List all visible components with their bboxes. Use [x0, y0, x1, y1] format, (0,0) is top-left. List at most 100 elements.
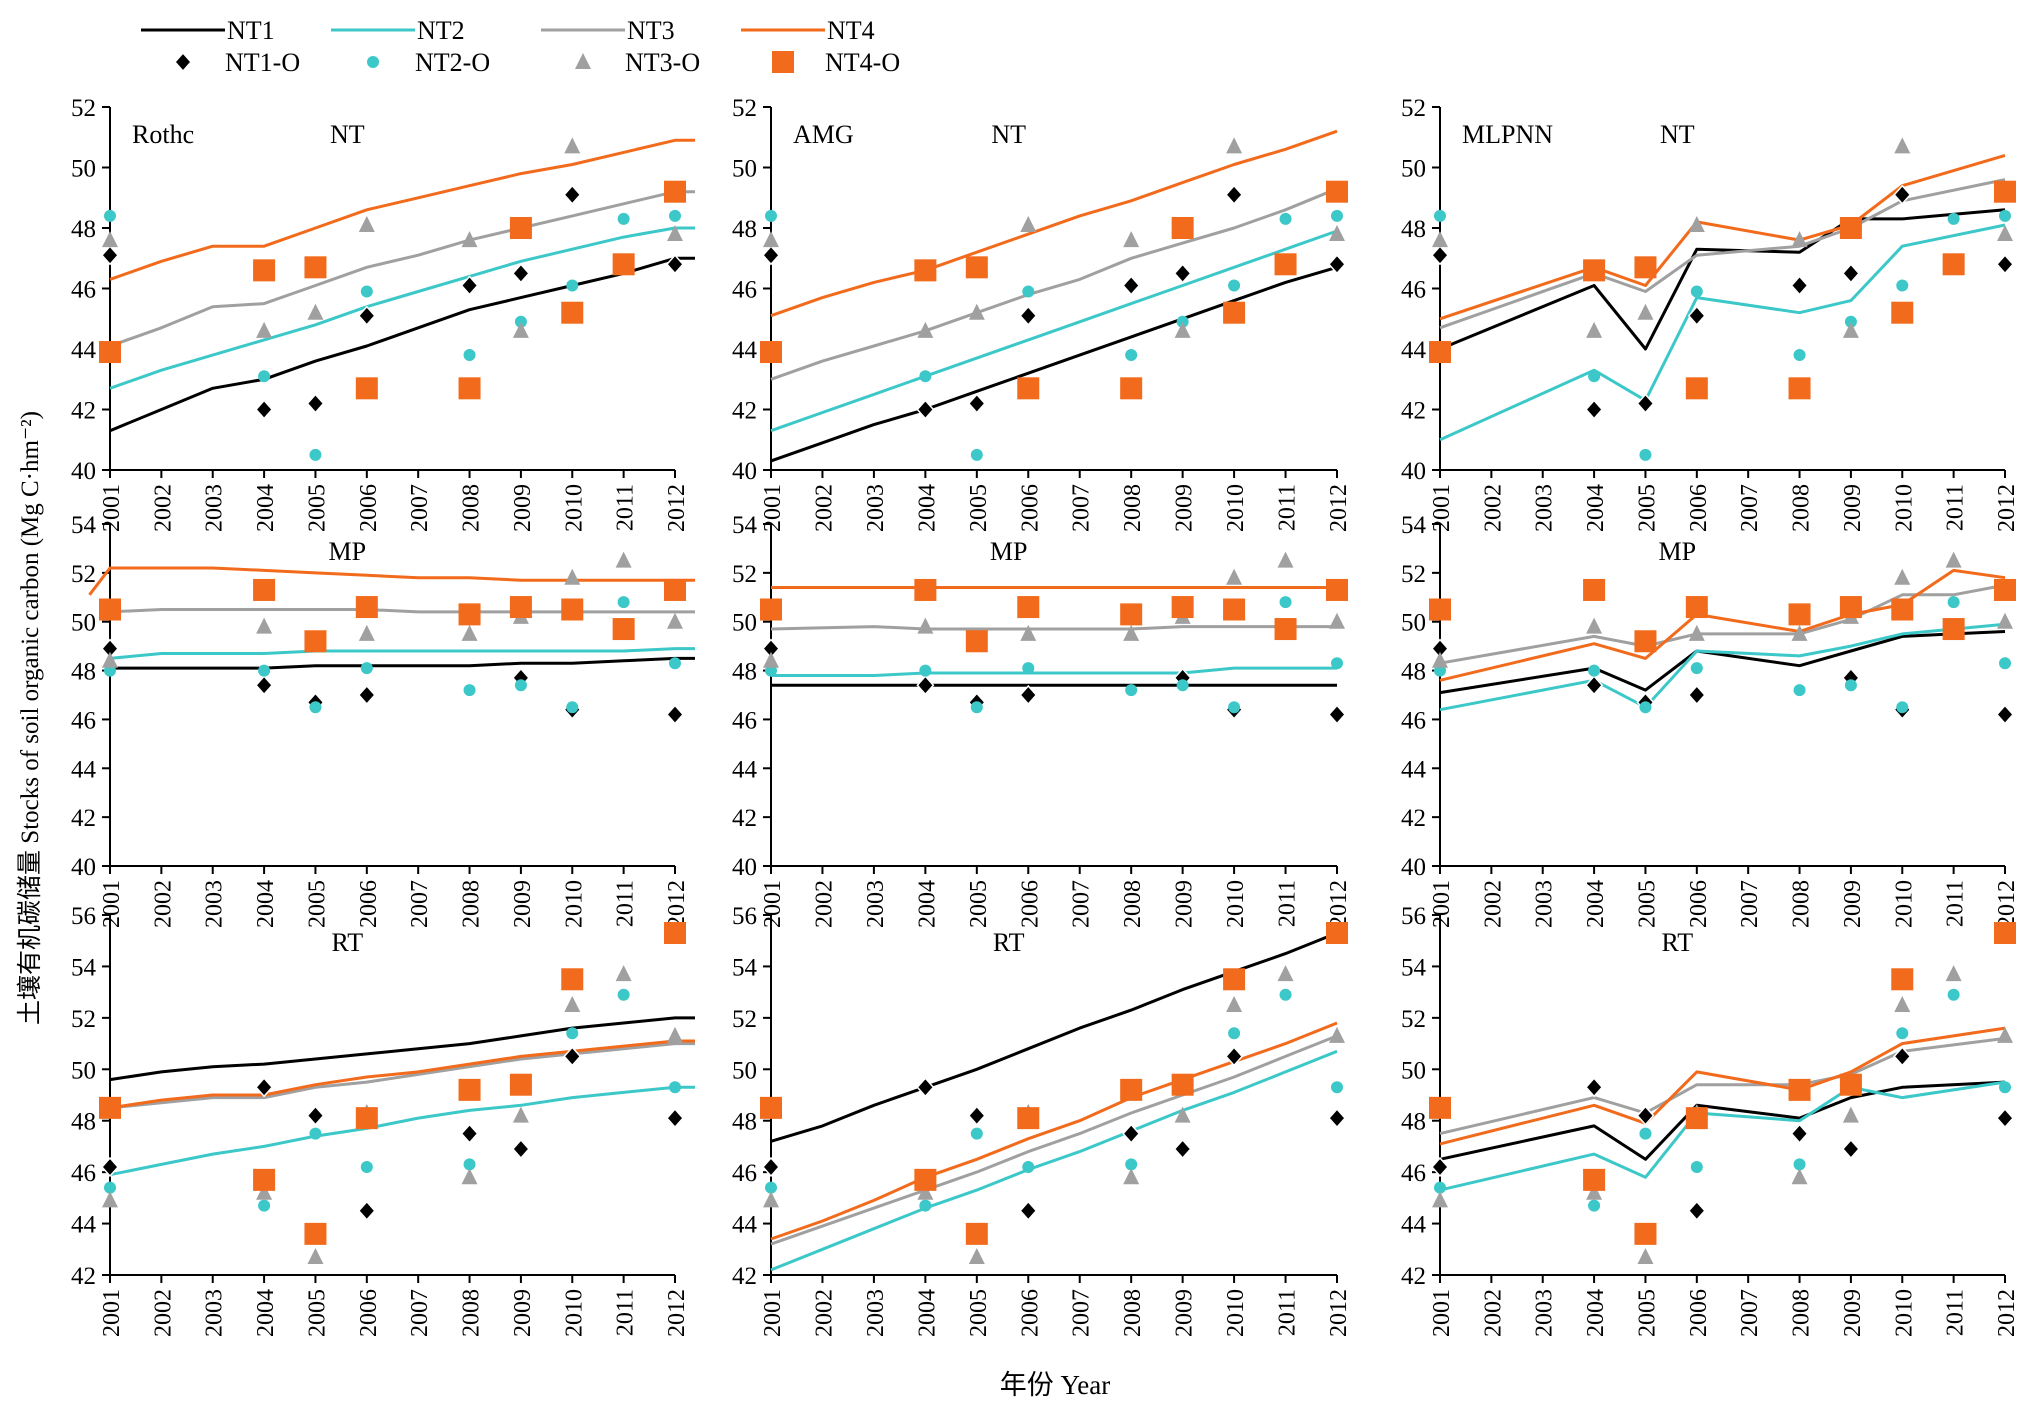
obs-point-nt1-o	[1122, 275, 1141, 296]
legend-item-nt1: NT1	[141, 16, 275, 45]
x-tick-label: 2004	[914, 1289, 940, 1337]
obs-point-nt3-o	[917, 321, 934, 338]
x-tick-label: 2012	[1326, 880, 1352, 928]
obs-point-nt1-o	[665, 254, 685, 275]
obs-point-nt3-o	[763, 651, 779, 668]
obs-point-nt2-o	[1279, 988, 1292, 1001]
y-tick-label: 48	[1401, 216, 1426, 243]
obs-point-nt4-o	[664, 922, 686, 944]
obs-point-nt3-o	[256, 1183, 273, 1200]
obs-point-nt4-o	[1994, 578, 2016, 601]
obs-point-nt3-o	[968, 303, 985, 320]
treatment-label: RT	[331, 928, 363, 957]
x-tick-label: 2012	[1326, 1289, 1352, 1337]
series-line-nt3	[109, 190, 695, 348]
legend: NT1 NT2 NT3 NT4 NT1-O NT2-O NT3-O NT4-O	[141, 16, 900, 77]
obs-point-nt3-o	[1791, 1168, 1808, 1185]
legend-label: NT4	[827, 16, 875, 45]
obs-point-nt2-o	[1022, 285, 1035, 298]
series-line-nt2	[771, 666, 1337, 677]
obs-point-nt3-o	[1020, 215, 1037, 232]
y-tick-label: 52	[1401, 95, 1426, 122]
obs-point-nt3-o	[1432, 1191, 1448, 1208]
obs-point-nt3-o	[1586, 321, 1603, 338]
obs-point-nt1-o	[1122, 1123, 1141, 1144]
obs-point-nt2-o	[1690, 285, 1703, 298]
legend-label: NT3	[627, 16, 675, 45]
x-tick-label: 2003	[863, 880, 889, 928]
obs-point-nt1-o	[255, 675, 274, 696]
y-tick-label: 46	[732, 1160, 757, 1187]
obs-point-nt2-o	[1125, 349, 1138, 362]
obs-point-nt4-o	[1685, 596, 1708, 619]
obs-point-nt2-o	[1176, 679, 1189, 692]
legend-item-nt1-o: NT1-O	[173, 48, 300, 77]
obs-point-nt1-o	[967, 393, 986, 414]
x-tick-label: 2012	[1326, 484, 1352, 532]
x-tick-label: 2002	[1480, 1289, 1506, 1337]
obs-point-nt1-o	[1995, 254, 2015, 275]
obs-point-nt1-o	[1893, 184, 1912, 205]
obs-point-nt2-o	[1844, 315, 1857, 328]
treatment-label: MP	[329, 537, 367, 566]
treatment-label: RT	[993, 928, 1025, 957]
treatment-label: NT	[330, 120, 365, 149]
obs-point-nt2-o	[765, 209, 777, 222]
y-tick-label: 42	[1401, 398, 1426, 425]
y-tick-label: 40	[732, 458, 757, 485]
obs-point-nt1-o	[1225, 184, 1244, 205]
chart-panel-5: 40 42 44 46 48 50 52 54 2001 2002 2003 2004 2005 2006…	[732, 512, 1352, 928]
model-label: AMG	[793, 120, 854, 149]
y-tick-label: 40	[71, 854, 96, 881]
obs-point-nt1-o	[1585, 675, 1604, 696]
obs-point-nt1-o	[1173, 263, 1192, 284]
obs-point-nt3-o	[1842, 1106, 1859, 1123]
y-axis-title: 土壤有机碳储量 Stocks of soil organic carbon (M…	[16, 411, 44, 1025]
obs-point-nt1-o	[1636, 1105, 1655, 1126]
obs-point-nt4-o	[1788, 603, 1811, 626]
obs-point-nt2-o	[1588, 664, 1601, 677]
obs-point-nt2-o	[1022, 662, 1035, 675]
series-line-nt2	[770, 1049, 1338, 1272]
obs-point-nt3-o	[564, 568, 581, 585]
panel-grid: 40 42 44 46 48 50 52 2001 2002 2003 2004 2005 2006 20…	[71, 95, 2020, 1337]
x-tick-label: 2010	[561, 484, 587, 532]
obs-point-nt4-o	[1994, 180, 2016, 203]
obs-point-nt3-o	[1637, 303, 1654, 320]
obs-point-nt4-o	[612, 253, 635, 276]
y-tick-label: 48	[1401, 659, 1426, 686]
obs-point-nt3-o	[564, 996, 581, 1012]
obs-point-nt3-o	[763, 231, 779, 248]
obs-point-nt4-o	[1942, 253, 1965, 276]
obs-point-nt3-o	[615, 551, 632, 568]
y-tick-label: 44	[1401, 756, 1427, 783]
obs-point-nt3-o	[1637, 1248, 1654, 1264]
y-tick-label: 48	[71, 216, 96, 243]
y-tick-label: 44	[732, 756, 758, 783]
obs-point-nt2-o	[1228, 701, 1241, 714]
chart-panel-8: 42 44 46 48 50 52 54 56 2001 2002 2003 2004 2005 2006…	[732, 903, 1352, 1337]
x-tick-label: 2012	[664, 484, 690, 532]
obs-point-nt3-o	[102, 651, 118, 668]
obs-point-nt2-o	[360, 662, 373, 675]
obs-point-nt2-o	[309, 1127, 322, 1140]
model-label: MLPNN	[1462, 120, 1553, 149]
series-line-nt3	[770, 187, 1338, 381]
series-line-nt1	[109, 1016, 695, 1082]
obs-point-nt4-o	[1891, 598, 1914, 621]
obs-point-nt1-o	[255, 399, 274, 420]
obs-point-nt2-o	[1639, 448, 1652, 461]
x-tick-label: 2011	[1275, 880, 1301, 927]
y-tick-label: 42	[71, 805, 96, 832]
obs-point-nt3-o	[358, 624, 375, 641]
x-tick-label: 2004	[253, 484, 279, 532]
obs-point-nt4-o	[914, 1168, 937, 1191]
obs-point-nt3-o	[1997, 1026, 2013, 1043]
x-tick-label: 2011	[1275, 484, 1301, 531]
y-tick-label: 46	[71, 1160, 96, 1187]
x-tick-label: 2007	[407, 880, 433, 928]
obs-point-nt1-o	[1841, 263, 1860, 284]
obs-point-nt2-o	[463, 684, 476, 697]
obs-point-nt1-o	[1327, 254, 1347, 275]
